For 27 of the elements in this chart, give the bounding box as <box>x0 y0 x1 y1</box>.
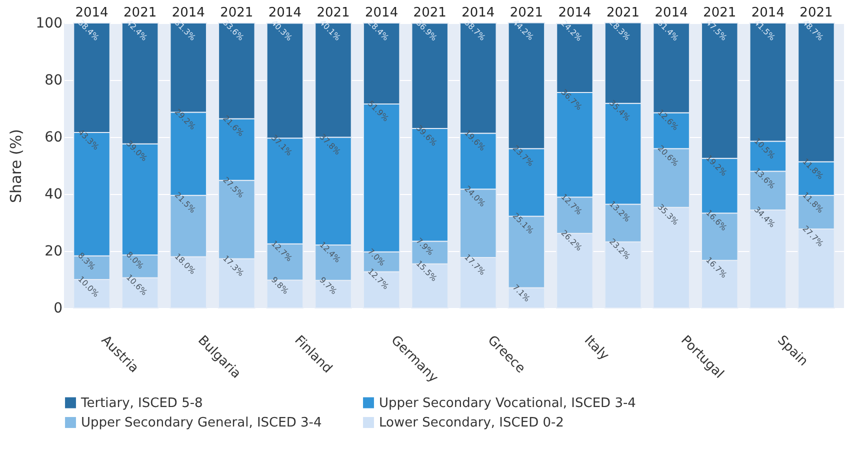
x-tick-label: 2021 <box>316 6 350 20</box>
x-tick-label: 2021 <box>510 6 543 20</box>
y-tick-label: 20 <box>44 244 62 260</box>
x-tick-label: 2021 <box>606 6 640 20</box>
x-tick-label: 2014 <box>654 6 688 20</box>
y-axis-title: Share (%) <box>6 128 25 204</box>
y-tick-label: 60 <box>44 130 62 146</box>
legend-label: Upper Secondary General, ISCED 3-4 <box>81 416 322 430</box>
x-tick-label: 2014 <box>462 6 495 20</box>
y-tick-label: 80 <box>44 72 62 88</box>
x-tick-label: 2021 <box>124 6 157 20</box>
legend-label: Upper Secondary Vocational, ISCED 3-4 <box>379 396 636 411</box>
x-tick-label: 2021 <box>703 6 736 20</box>
y-tick-label: 100 <box>36 16 62 32</box>
y-tick-label: 0 <box>54 300 62 316</box>
x-tick-label: 2014 <box>172 6 205 20</box>
y-tick-label: 40 <box>44 186 62 202</box>
x-tick-label: 2014 <box>75 6 108 20</box>
x-tick-label: 2014 <box>558 6 592 20</box>
x-tick-label: 2021 <box>413 6 446 20</box>
x-tick-label: 2014 <box>268 6 302 20</box>
x-tick-label: 2014 <box>751 6 784 20</box>
legend-label: Lower Secondary, ISCED 0-2 <box>379 416 564 430</box>
x-tick-label: 2021 <box>220 6 254 20</box>
legend-label: Tertiary, ISCED 5-8 <box>80 396 203 411</box>
x-tick-label: 2021 <box>800 6 833 20</box>
x-tick-label: 2014 <box>365 6 398 20</box>
